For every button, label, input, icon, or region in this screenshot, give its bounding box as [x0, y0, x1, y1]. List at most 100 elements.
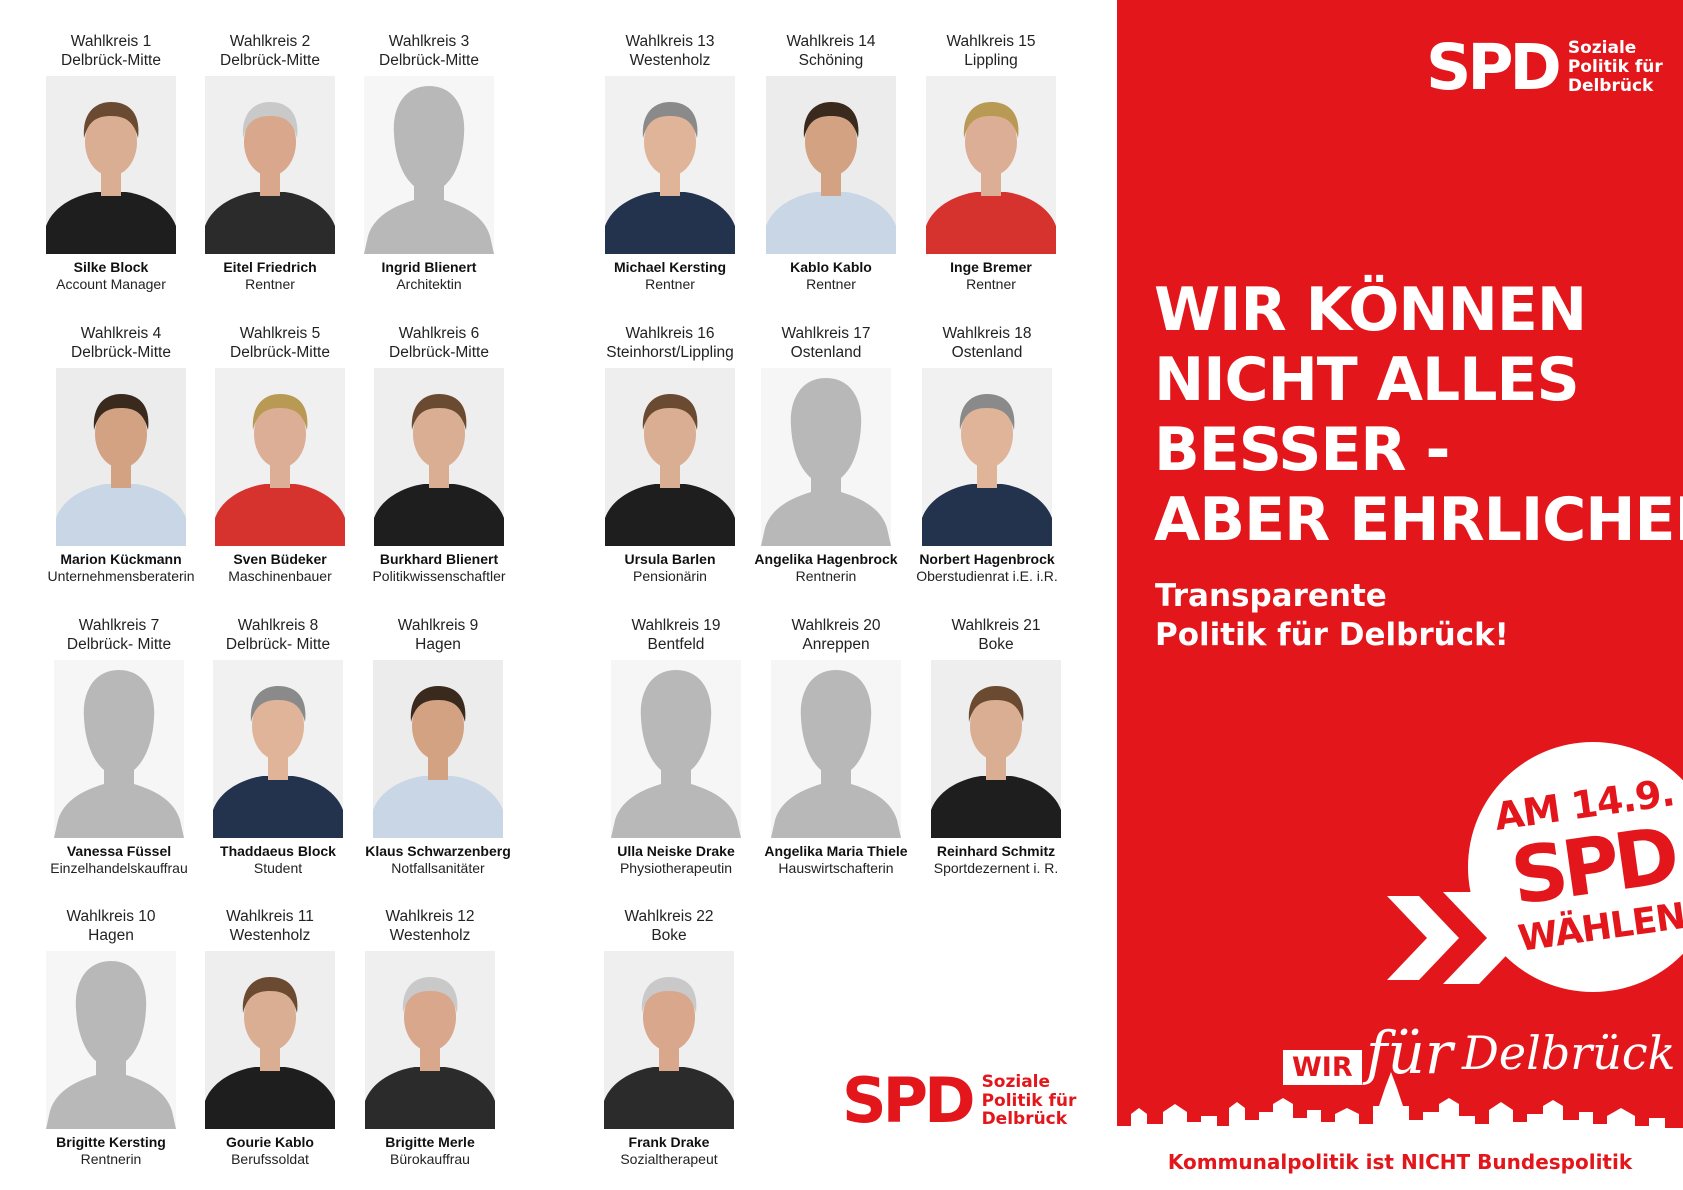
candidate-portrait: [373, 660, 503, 838]
candidate-name: Kablo Kablo: [790, 259, 872, 275]
candidate-card: Wahlkreis 2 Delbrück-Mitte Eitel Friedrich…: [186, 32, 354, 293]
constituency-area: Steinhorst/Lippling: [606, 344, 734, 361]
headline: WIR KÖNNEN NICHT ALLES BESSER - ABER EHR…: [1154, 275, 1683, 555]
candidate-card: Wahlkreis 19 Bentfeld Ulla Neiske Drake Phy…: [592, 616, 760, 877]
wir-label: WIR: [1283, 1050, 1362, 1085]
candidate-name: Gourie Kablo: [226, 1134, 314, 1150]
candidate-portrait: [922, 368, 1052, 546]
candidate-portrait: [766, 76, 896, 254]
spd-claim: Soziale Politik für Delbrück: [1567, 38, 1663, 96]
constituency-label: Wahlkreis 10: [66, 908, 156, 925]
candidate-photo: [205, 951, 335, 1129]
candidate-name: Michael Kersting: [613, 259, 727, 275]
candidate-photo: [205, 76, 335, 254]
constituency-area: Hagen: [88, 927, 134, 944]
silhouette-placeholder-icon: [364, 76, 494, 254]
constituency-area: Ostenland: [951, 344, 1023, 361]
constituency-area: Westenholz: [389, 927, 471, 944]
candidate-photo: [761, 368, 891, 546]
candidate-occupation: Einzelhandelskauffrau: [50, 860, 188, 876]
candidate-photo: [46, 76, 176, 254]
candidate-card: Wahlkreis 6 Delbrück-Mitte Burkhard Bliene…: [355, 324, 523, 585]
candidate-name: Ursula Barlen: [624, 551, 716, 567]
candidate-occupation: Rentner: [245, 276, 295, 292]
candidate-name: Norbert Hagenbrock: [919, 551, 1055, 567]
candidate-photo: [766, 76, 896, 254]
candidate-card: Wahlkreis 18 Ostenland Norbert Hagenbrock O…: [903, 324, 1071, 585]
candidate-occupation: Sozialtherapeut: [620, 1151, 718, 1167]
constituency-area: Delbrück-Mitte: [389, 344, 489, 361]
candidate-name: Thaddaeus Block: [220, 843, 336, 859]
candidate-occupation: Student: [253, 860, 303, 876]
candidate-occupation: Account Manager: [56, 276, 166, 292]
candidate-portrait: [46, 76, 176, 254]
candidate-occupation: Hauswirtschafterin: [778, 860, 894, 876]
constituency-area: Delbrück-Mitte: [220, 52, 320, 69]
candidate-name: Angelika Hagenbrock: [754, 551, 898, 567]
constituency-label: Wahlkreis 20: [791, 617, 881, 634]
constituency-area: Anreppen: [802, 636, 870, 653]
candidate-photo: [46, 951, 176, 1129]
candidate-occupation: Berufssoldat: [231, 1151, 309, 1167]
candidate-name: Brigitte Merle: [385, 1134, 475, 1150]
candidate-card: Wahlkreis 3 Delbrück-Mitte Ingrid Blienert…: [345, 32, 513, 293]
candidate-card: Wahlkreis 21 Boke Reinhard Schmitz Sportdez…: [912, 616, 1080, 877]
candidate-photo: [926, 76, 1056, 254]
constituency-label: Wahlkreis 7: [78, 617, 160, 634]
candidate-card: Wahlkreis 1 Delbrück-Mitte Silke Block Acco…: [27, 32, 195, 293]
candidate-photo: [213, 660, 343, 838]
candidate-name: Ulla Neiske Drake: [617, 843, 735, 859]
constituency-label: Wahlkreis 18: [942, 325, 1032, 342]
constituency-area: Delbrück- Mitte: [66, 636, 172, 653]
candidate-photo: [931, 660, 1061, 838]
constituency-label: Wahlkreis 15: [946, 33, 1036, 50]
candidate-name: Inge Bremer: [950, 259, 1032, 275]
constituency-area: Bentfeld: [647, 636, 705, 653]
candidate-name: Reinhard Schmitz: [936, 843, 1056, 859]
candidate-name: Burkhard Blienert: [379, 551, 499, 567]
silhouette-placeholder-icon: [611, 660, 741, 838]
candidate-occupation: Unternehmensberaterin: [47, 568, 195, 584]
candidate-occupation: Rentner: [966, 276, 1016, 292]
candidate-photo: [605, 76, 735, 254]
constituency-label: Wahlkreis 14: [786, 33, 876, 50]
candidate-card: Wahlkreis 14 Schöning Kablo Kablo Rentner: [747, 32, 915, 293]
town-skyline: [1117, 1072, 1683, 1145]
candidate-occupation: Pensionärin: [633, 568, 707, 584]
constituency-area: Delbrück-Mitte: [71, 344, 171, 361]
subheadline: Transparente Politik für Delbrück!: [1155, 578, 1509, 653]
candidate-occupation: Sportdezernent i. R.: [933, 860, 1059, 876]
constituency-label: Wahlkreis 22: [624, 908, 714, 925]
candidate-photo: [56, 368, 186, 546]
candidate-name: Silke Block: [73, 259, 149, 275]
constituency-label: Wahlkreis 5: [239, 325, 321, 342]
candidate-card: Wahlkreis 5 Delbrück-Mitte Sven Büdeker Mas…: [196, 324, 364, 585]
footer-slogan: Kommunalpolitik ist NICHT Bundespolitik: [1167, 1150, 1633, 1174]
silhouette-placeholder-icon: [46, 951, 176, 1129]
constituency-area: Ostenland: [790, 344, 862, 361]
candidate-card: Wahlkreis 15 Lippling Inge Bremer Rentner: [907, 32, 1075, 293]
candidate-portrait: [926, 76, 1056, 254]
constituency-label: Wahlkreis 9: [397, 617, 479, 634]
constituency-area: Lippling: [964, 52, 1018, 69]
candidate-portrait: [604, 951, 734, 1129]
candidate-name: Marion Kückmann: [60, 551, 182, 567]
candidate-photo: [373, 660, 503, 838]
constituency-area: Westenholz: [629, 52, 711, 69]
constituency-label: Wahlkreis 13: [625, 33, 715, 50]
candidate-occupation: Physiotherapeutin: [619, 860, 733, 876]
candidate-photo: [365, 951, 495, 1129]
candidate-photo: [54, 660, 184, 838]
candidate-photo: [611, 660, 741, 838]
constituency-label: Wahlkreis 2: [229, 33, 311, 50]
candidate-portrait: [931, 660, 1061, 838]
candidate-photo: [374, 368, 504, 546]
spd-logo-bottom: SPD Soziale Politik für Delbrück: [842, 1070, 1076, 1132]
campaign-panel: SPD Soziale Politik für Delbrück WIR KÖN…: [1117, 0, 1683, 1145]
constituency-area: Boke: [978, 636, 1014, 653]
silhouette-placeholder-icon: [761, 368, 891, 546]
constituency-area: Westenholz: [229, 927, 311, 944]
candidate-card: Wahlkreis 13 Westenholz Michael Kersting Re…: [586, 32, 754, 293]
candidate-name: Klaus Schwarzenberg: [365, 843, 511, 859]
candidate-portrait: [205, 76, 335, 254]
